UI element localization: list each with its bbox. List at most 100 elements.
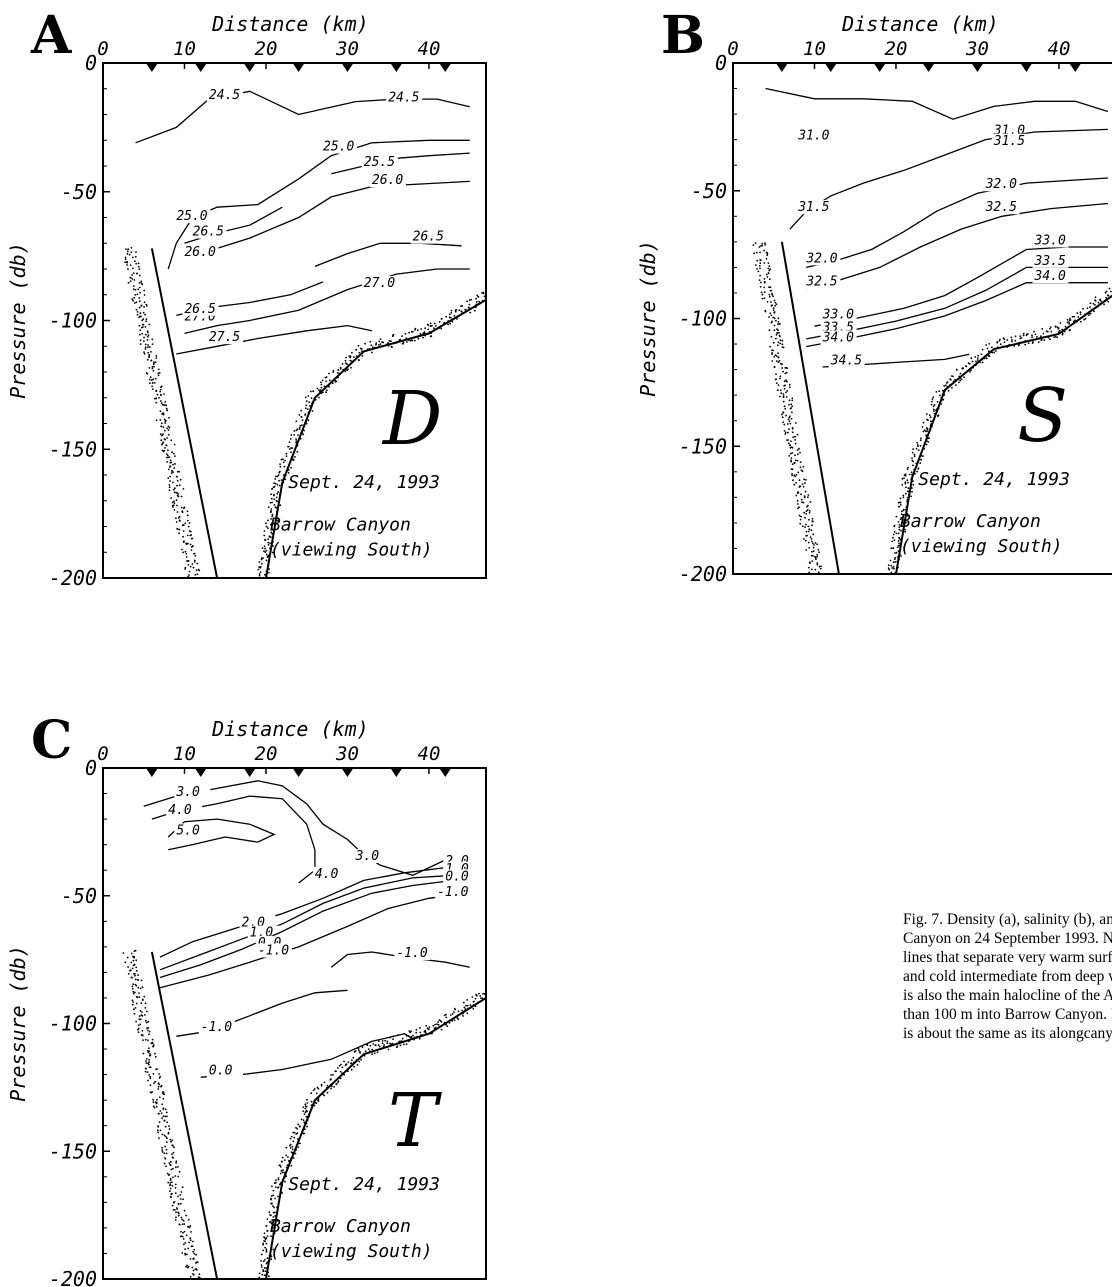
right-sediment-dot — [895, 551, 898, 554]
left-sediment-dot — [765, 258, 768, 260]
right-sediment-dot — [931, 425, 933, 428]
right-sediment-dot — [920, 437, 922, 440]
left-sediment-dot — [773, 324, 776, 327]
right-sediment-dot — [1106, 299, 1108, 301]
left-sediment-dot — [135, 308, 138, 311]
left-sediment-dot — [164, 1157, 166, 1159]
contour-label-bg — [983, 177, 1020, 192]
right-sediment-dot — [913, 468, 915, 471]
right-sediment-dot — [264, 573, 266, 576]
contour-label-bg — [369, 173, 406, 188]
right-sediment-dot — [392, 1038, 394, 1040]
right-sediment-dot — [274, 1186, 277, 1188]
right-sediment-dot — [293, 451, 295, 453]
contour-label: 25.0 — [323, 140, 354, 155]
right-sediment-dot — [364, 1050, 367, 1053]
right-sediment-dot — [272, 1216, 275, 1218]
right-sediment-dot — [279, 463, 281, 465]
left-sediment-dot — [818, 551, 820, 554]
right-sediment-dot — [300, 1118, 303, 1121]
right-sediment-dot — [352, 1056, 355, 1059]
right-sediment-dot — [464, 1008, 467, 1011]
right-sediment-dot — [915, 447, 918, 450]
right-sediment-dot — [279, 1166, 282, 1168]
left-sediment-dot — [167, 1132, 170, 1135]
left-sediment-dot — [792, 436, 794, 439]
left-sediment-dot — [775, 319, 777, 322]
left-sediment-dot — [797, 453, 799, 456]
y-tick-label: 0 — [85, 756, 97, 780]
left-sediment-dot — [171, 1192, 173, 1195]
right-sediment-dot — [472, 1008, 475, 1010]
y-tick-label: -50 — [61, 884, 97, 908]
left-sediment-dot — [766, 254, 769, 256]
left-sediment-dot — [156, 1068, 159, 1071]
left-sediment-dot — [130, 961, 133, 964]
right-sediment-dot — [377, 1044, 380, 1046]
right-sediment-dot — [278, 479, 280, 482]
left-sediment-dot — [807, 504, 809, 507]
right-sediment-dot — [470, 298, 473, 301]
left-sediment-dot — [767, 272, 770, 275]
right-sediment-dot — [320, 392, 323, 395]
contour-label: 24.5 — [209, 88, 240, 103]
right-sediment-dot — [302, 1110, 305, 1113]
right-sediment-dot — [265, 559, 268, 562]
left-sediment-dot — [138, 316, 141, 319]
right-sediment-dot — [980, 353, 983, 356]
right-sediment-dot — [1019, 335, 1022, 337]
right-sediment-dot — [272, 486, 275, 489]
left-sediment-dot — [797, 507, 799, 510]
right-sediment-dot — [407, 1034, 410, 1037]
left-sediment-dot — [793, 483, 796, 486]
right-sediment-dot — [263, 545, 266, 548]
right-sediment-dot — [295, 441, 297, 444]
left-sediment-dot — [148, 1047, 150, 1049]
right-sediment-dot — [268, 1254, 271, 1257]
left-sediment-dot — [778, 323, 781, 325]
left-sediment-dot — [787, 439, 789, 441]
right-sediment-dot — [402, 341, 405, 344]
right-sediment-dot — [273, 1182, 276, 1185]
left-sediment-dot — [135, 1002, 138, 1005]
right-sediment-dot — [433, 1027, 436, 1030]
right-sediment-dot — [1011, 340, 1013, 343]
right-sediment-dot — [358, 1060, 361, 1063]
left-sediment-dot — [802, 485, 805, 488]
left-sediment-dot — [771, 294, 774, 296]
right-sediment-dot — [923, 429, 926, 431]
left-sediment-dot — [773, 311, 776, 313]
panel-letter: C — [31, 710, 72, 771]
left-sediment-dot — [137, 1027, 140, 1030]
left-sediment-dot — [151, 1091, 154, 1093]
right-sediment-dot — [295, 444, 298, 447]
right-sediment-dot — [895, 532, 898, 535]
right-sediment-dot — [907, 481, 909, 484]
left-sediment-dot — [805, 534, 808, 537]
right-sediment-dot — [276, 516, 278, 519]
left-sediment-dot — [782, 421, 785, 423]
right-sediment-dot — [940, 399, 943, 402]
right-sediment-dot — [896, 556, 899, 558]
right-sediment-dot — [416, 329, 419, 332]
right-sediment-dot — [378, 340, 381, 343]
right-sediment-dot — [270, 522, 273, 525]
right-sediment-dot — [349, 1062, 352, 1065]
left-sediment-dot — [134, 1007, 137, 1009]
left-sediment-dot — [169, 1160, 172, 1163]
right-sediment-dot — [900, 510, 903, 513]
left-sediment-dot — [134, 991, 136, 994]
right-sediment-dot — [291, 1148, 294, 1151]
right-sediment-dot — [461, 1012, 464, 1015]
right-sediment-dot — [267, 538, 270, 540]
right-sediment-dot — [449, 1014, 452, 1016]
right-sediment-dot — [266, 1218, 269, 1220]
right-sediment-dot — [392, 333, 395, 336]
right-sediment-dot — [276, 483, 279, 486]
contour-line — [159, 892, 470, 989]
contour-line — [176, 324, 373, 355]
right-sediment-dot — [910, 478, 913, 480]
left-sediment-dot — [768, 329, 771, 332]
left-sediment-dot — [144, 1007, 147, 1009]
left-sediment-dot — [126, 252, 129, 255]
